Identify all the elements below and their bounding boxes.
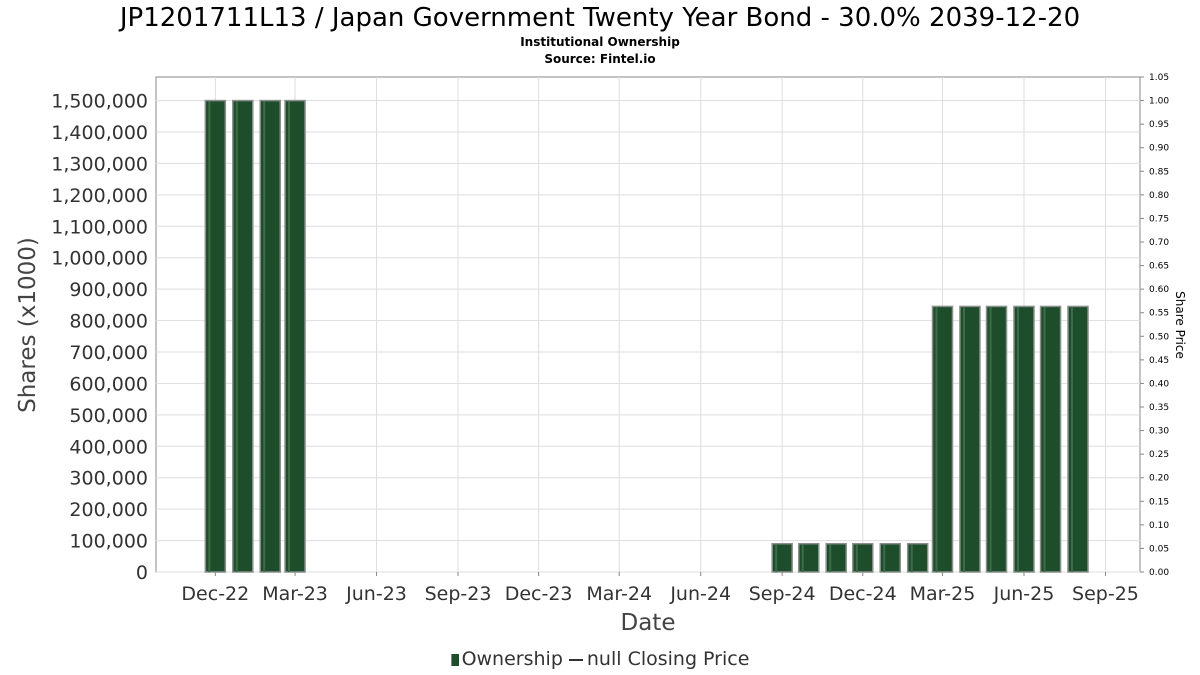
x-tick-label: Jun-25 — [993, 583, 1055, 605]
ownership-legend-swatch — [450, 653, 459, 666]
x-tick-label: Sep-23 — [425, 583, 492, 605]
ownership-chart: 0 100,000 200,000 300,000 400,000 500,000 600,… — [15, 73, 1187, 636]
ownership-bar-highlight — [208, 101, 211, 573]
x-tick-label: Mar-24 — [586, 583, 652, 605]
x-tick-label: Jun-24 — [669, 583, 731, 605]
y2-tick-label: 0.35 — [1149, 403, 1169, 413]
ownership-legend-label: Ownership — [461, 648, 563, 670]
ownership-bar-highlight — [1071, 307, 1074, 572]
y-tick-label: 500,000 — [69, 405, 148, 427]
x-tick-label: Sep-25 — [1072, 583, 1139, 605]
y-tick-label: 600,000 — [69, 373, 148, 395]
y2-tick-label: 0.70 — [1149, 238, 1169, 248]
y-tick-label: 900,000 — [69, 279, 148, 301]
y-tick-label: 100,000 — [69, 531, 148, 553]
y2-tick-label: 0.90 — [1149, 144, 1169, 154]
chart-subtitle: Institutional Ownership — [520, 35, 680, 49]
y-tick-label: 1,400,000 — [51, 122, 148, 144]
y2-tick-label: 1.05 — [1149, 73, 1169, 83]
y-tick-label: 1,200,000 — [51, 185, 148, 207]
ownership-bar-highlight — [829, 544, 832, 572]
y2-tick-label: 0.05 — [1149, 544, 1169, 554]
y2-tick-label: 0.60 — [1149, 285, 1169, 295]
ownership-bar-highlight — [962, 307, 965, 572]
y2-axis-title: Share Price — [1173, 291, 1187, 359]
y2-tick-label: 0.45 — [1149, 356, 1169, 366]
y2-tick-label: 0.30 — [1149, 427, 1169, 437]
x-tick-label: Sep-24 — [749, 583, 816, 605]
y-tick-label: 1,100,000 — [51, 216, 148, 238]
ownership-bar-highlight — [883, 544, 886, 572]
ownership-bar-highlight — [910, 544, 913, 572]
ownership-bar-highlight — [775, 544, 778, 572]
ownership-bar-highlight — [935, 307, 938, 572]
chart-source: Source: Fintel.io — [544, 52, 656, 66]
x-tick-label: Dec-23 — [505, 583, 573, 605]
x-tick-label: Dec-24 — [829, 583, 897, 605]
y-tick-label: 300,000 — [69, 468, 148, 490]
ownership-bar-highlight — [989, 307, 992, 572]
y2-tick-label: 0.65 — [1149, 262, 1169, 272]
ownership-bar-highlight — [1016, 307, 1019, 572]
y2-tick-label: 0.85 — [1149, 167, 1169, 177]
y2-tick-label: 0.80 — [1149, 191, 1169, 201]
ownership-bar-highlight — [235, 101, 238, 573]
chart-title: JP1201711L13 / Japan Government Twenty Y… — [119, 3, 1081, 33]
y2-tick-label: 0.75 — [1149, 214, 1169, 224]
y-tick-label: 800,000 — [69, 311, 148, 333]
y2-tick-label: 0.15 — [1149, 497, 1169, 507]
x-tick-label: Jun-23 — [345, 583, 407, 605]
y2-tick-label: 1.00 — [1149, 97, 1169, 107]
y-tick-label: 1,300,000 — [51, 153, 148, 175]
ownership-bar-highlight — [263, 101, 266, 573]
y-tick-label: 200,000 — [69, 499, 148, 521]
x-tick-label: Dec-22 — [181, 583, 249, 605]
y-tick-label: 1,500,000 — [51, 91, 148, 113]
x-tick-label: Mar-23 — [262, 583, 328, 605]
ownership-bar-highlight — [801, 544, 804, 572]
y-tick-label: 1,000,000 — [51, 248, 148, 270]
ownership-bar-highlight — [855, 544, 858, 572]
y2-tick-label: 0.20 — [1149, 474, 1169, 484]
y2-tick-label: 0.25 — [1149, 450, 1169, 460]
y-tick-label: 0 — [136, 562, 148, 584]
y-tick-label: 700,000 — [69, 342, 148, 364]
y2-tick-label: 0.10 — [1149, 521, 1169, 531]
y2-tick-label: 0.50 — [1149, 332, 1169, 342]
price-legend-label: null Closing Price — [586, 648, 750, 670]
y2-tick-label: 0.40 — [1149, 379, 1169, 389]
ownership-bar-highlight — [1043, 307, 1046, 572]
ownership-bar-highlight — [288, 101, 291, 573]
y-tick-label: 400,000 — [69, 436, 148, 458]
x-tick-label: Mar-25 — [910, 583, 976, 605]
y-axis-title: Shares (x1000) — [15, 237, 41, 413]
price-legend-line — [568, 658, 583, 661]
chart-legend: Ownership null Closing Price — [0, 647, 1200, 671]
y2-tick-label: 0.95 — [1149, 120, 1169, 130]
x-axis-title: Date — [621, 610, 676, 636]
y2-tick-label: 0.00 — [1149, 568, 1169, 578]
y2-tick-label: 0.55 — [1149, 309, 1169, 319]
